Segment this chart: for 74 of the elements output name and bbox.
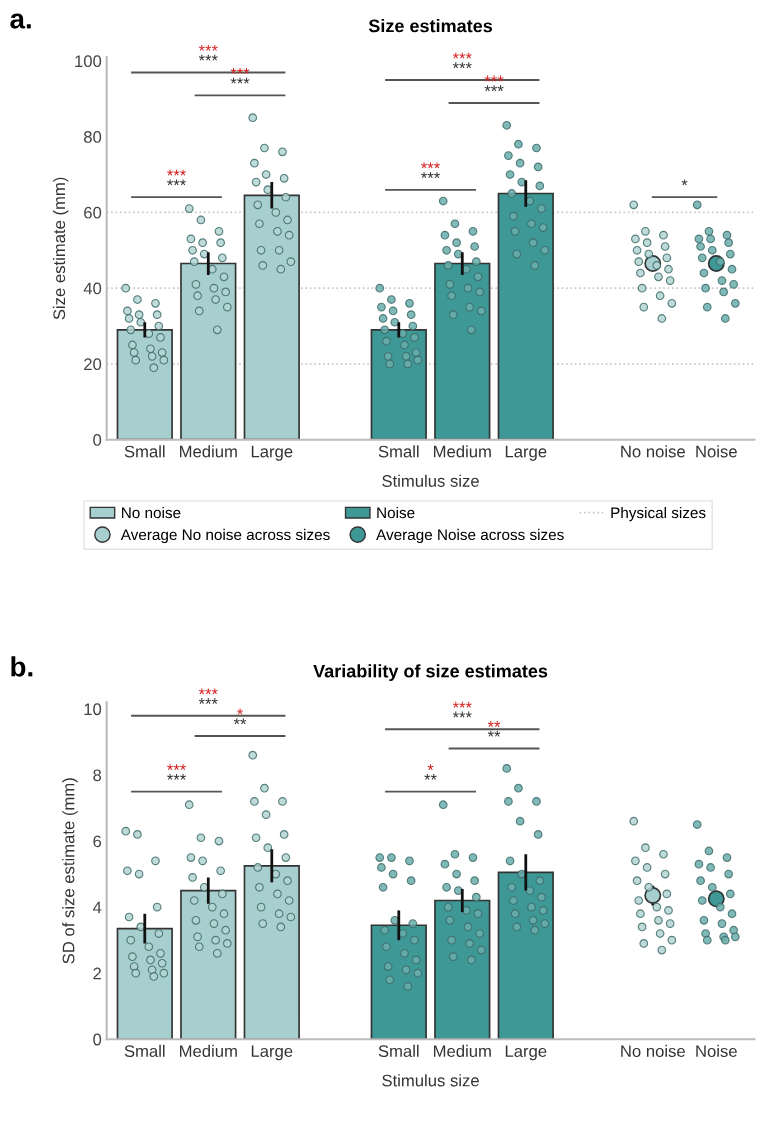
legend-label: Average No noise across sizes (120, 528, 330, 544)
legend-label: Physical sizes (611, 506, 706, 522)
y-tick-label: 8 (93, 769, 102, 782)
annotation: ** (487, 730, 501, 737)
y-tick-label: 4 (92, 901, 102, 914)
annotation: *** (167, 179, 186, 186)
annotation: *** (230, 77, 250, 84)
annotation: *** (484, 85, 504, 92)
x-tick-label: Large (505, 445, 547, 461)
x-tick-label: Noise (696, 445, 737, 458)
y-tick-label: 0 (93, 434, 102, 446)
y-tick-label: 6 (93, 835, 102, 848)
x-tick-label: No noise (621, 1044, 685, 1058)
annotation: *** (421, 172, 440, 178)
y-axis-title: Size estimate (mm) (52, 177, 69, 320)
x-tick-label: Small (378, 1044, 419, 1058)
x-tick-label: Medium (180, 445, 237, 458)
legend-label: No noise (122, 506, 181, 519)
chart-title: Size estimates (368, 19, 493, 33)
x-axis-title: Stimulus size (382, 1074, 479, 1087)
y-tick-label: 60 (84, 206, 102, 219)
annotation: *** (167, 773, 186, 780)
annotation: * (237, 708, 244, 715)
y-tick-label: 10 (84, 703, 102, 716)
text: b. (11, 656, 33, 677)
x-tick-label: Large (505, 1045, 547, 1061)
annotation: ** (424, 773, 437, 780)
bar (243, 194, 300, 440)
annotation: *** (167, 764, 186, 771)
y-tick-label: 0 (93, 1033, 102, 1046)
x-tick-label: Medium (180, 1044, 237, 1058)
x-tick-label: Large (251, 1045, 293, 1061)
x-tick-label: Medium (434, 1044, 491, 1058)
annotation: *** (452, 701, 472, 708)
x-axis-title: Stimulus size (382, 474, 479, 487)
text: *** (198, 44, 218, 51)
bar (370, 924, 427, 1040)
y-tick-label: 80 (84, 131, 102, 143)
annotation: *** (452, 62, 472, 69)
annotation: *** (452, 52, 472, 59)
bar (243, 864, 300, 1040)
x-tick-label: Noise (696, 1044, 737, 1058)
x-tick-label: Small (124, 1044, 165, 1058)
bar (434, 899, 491, 1040)
text: a. (10, 13, 31, 29)
x-tick-label: No noise (621, 445, 685, 458)
annotation: *** (198, 54, 218, 61)
bar (370, 328, 427, 440)
annotation: ** (233, 718, 247, 725)
chart-title: Variability of size estimates (313, 664, 548, 682)
y-tick-label: 40 (83, 282, 102, 295)
y-tick-label: 2 (93, 967, 101, 980)
annotation: *** (167, 169, 186, 176)
bar (434, 262, 491, 440)
annotation: *** (452, 711, 472, 718)
bar (116, 927, 173, 1040)
legend-label: Noise (377, 506, 415, 519)
x-tick-label: Large (251, 445, 293, 461)
y-axis-title: SD of size estimate (mm) (62, 778, 78, 964)
annotation: * (427, 764, 434, 771)
annotation: *** (198, 698, 218, 704)
legend-label: Average Noise across sizes (376, 528, 564, 544)
x-tick-label: Small (378, 445, 419, 458)
text: *** (198, 688, 218, 695)
annotation: *** (421, 162, 440, 169)
x-tick-label: Small (124, 445, 165, 458)
bar (497, 192, 554, 440)
x-tick-label: Medium (434, 445, 491, 458)
annotation: *** (484, 75, 504, 82)
annotation: ** (487, 721, 501, 727)
bar (497, 871, 554, 1040)
y-tick-label: 20 (84, 358, 102, 371)
y-tick-label: 100 (75, 55, 102, 68)
annotation: * (681, 179, 688, 186)
